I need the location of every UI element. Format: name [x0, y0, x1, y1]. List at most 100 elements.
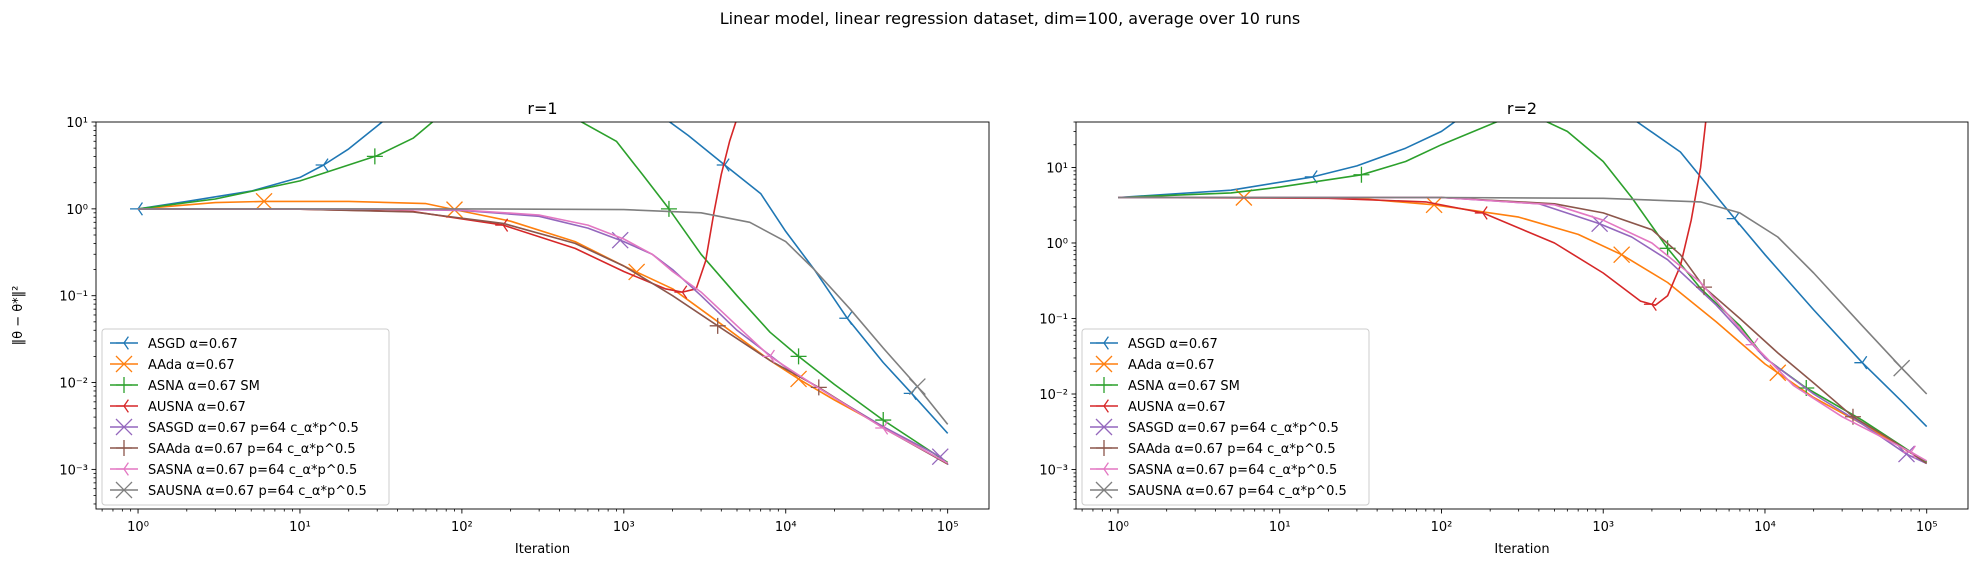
y-tick-label: 10⁻²: [1039, 388, 1068, 403]
y-tick-label: 10¹: [1046, 161, 1068, 176]
legend-marker-saada: [116, 440, 132, 456]
legend-box: [101, 328, 390, 506]
legend-label-sasgd: SASGD α=0.67 p=64 c_α*p^0.5: [1128, 421, 1339, 436]
x-tick-label: 10⁰: [1107, 520, 1129, 535]
x-tick-label: 10⁵: [937, 520, 959, 535]
series-marker-asgd: [1854, 355, 1868, 370]
legend-label-asna: ASNA α=0.67 SM: [148, 379, 260, 394]
series-marker-sausna: [908, 378, 926, 395]
y-tick-label: 10⁰: [66, 203, 88, 218]
legend-marker-sasna: [1096, 462, 1109, 476]
legend-marker-ausna: [1096, 399, 1109, 413]
legend: ASGD α=0.67 AAda α=0.67 ASNA α=0.67 SM AUSN…: [1081, 328, 1370, 506]
legend-label-ausna: AUSNA α=0.67: [148, 400, 246, 415]
legend-marker-ausna: [116, 399, 129, 413]
series-group: [1117, 122, 1928, 465]
legend-marker-saada: [1096, 440, 1112, 456]
x-tick-label: 10²: [451, 520, 473, 535]
series-marker-sasna: [762, 349, 775, 364]
legend-marker-aada: [1095, 355, 1113, 373]
series-line-sasna: [1118, 196, 1928, 462]
x-tick-label: 10¹: [289, 520, 311, 535]
plot-frame: [1075, 121, 1969, 510]
x-tick-label: 10⁰: [127, 520, 149, 535]
series-marker-asgd: [1726, 211, 1740, 226]
series-marker-ausna: [674, 285, 688, 299]
legend-marker-asna: [116, 377, 132, 393]
series-line-asna: [137, 122, 949, 464]
legend-marker-sasgd: [115, 418, 133, 436]
series-marker-aada: [1425, 196, 1443, 214]
x-tick-label: 10³: [1592, 520, 1614, 535]
x-tick-label: 10²: [1431, 520, 1453, 535]
legend-label-asgd: ASGD α=0.67: [148, 337, 238, 352]
legend-label-sasna: SASNA α=0.67 p=64 c_α*p^0.5: [1128, 463, 1337, 478]
x-tick-label: 10⁵: [1916, 520, 1938, 535]
series-line-ausna: [1117, 122, 1707, 306]
series-marker-asna: [660, 200, 677, 217]
series-marker-asna: [1353, 166, 1370, 183]
legend-box: [1081, 328, 1370, 506]
y-tick-label: 10⁻³: [1039, 464, 1068, 479]
y-tick-label: 10⁻¹: [1039, 312, 1068, 327]
x-tick-label: 10¹: [1269, 520, 1291, 535]
series-marker-sasgd: [1591, 215, 1609, 233]
legend-label-saada: SAAda α=0.67 p=64 c_α*p^0.5: [148, 442, 356, 457]
series-marker-asgd: [839, 311, 853, 326]
legend-label-ausna: AUSNA α=0.67: [1128, 400, 1226, 415]
series-line-aada: [137, 200, 949, 465]
x-axis-label: Iteration: [1494, 542, 1549, 557]
legend-marker-asgd: [116, 336, 129, 350]
figure-title: Linear model, linear regression dataset,…: [720, 9, 1301, 28]
x-axis-label: Iteration: [515, 542, 570, 557]
y-tick-label: 10⁻³: [59, 463, 88, 478]
legend-marker-sasgd: [1095, 418, 1113, 436]
series-marker-aada: [1769, 364, 1787, 382]
series-marker-asna: [875, 412, 892, 429]
legend-label-aada: AAda α=0.67: [148, 358, 235, 373]
legend-marker-asgd: [1096, 336, 1109, 350]
series-marker-aada: [255, 192, 273, 210]
series-marker-asgd: [130, 202, 143, 216]
legend: ASGD α=0.67 AAda α=0.67 ASNA α=0.67 SM AUSN…: [101, 328, 390, 506]
legend-label-asna: ASNA α=0.67 SM: [1128, 379, 1240, 394]
series-marker-aada: [1613, 246, 1631, 264]
legend-label-sausna: SAUSNA α=0.67 p=64 c_α*p^0.5: [148, 484, 367, 499]
legend-marker-sasna: [116, 462, 129, 476]
legend-label-aada: AAda α=0.67: [1128, 358, 1215, 373]
series-marker-sausna: [1893, 359, 1911, 377]
x-tick-label: 10⁴: [1754, 520, 1776, 535]
panel-r2: 10⁰ 10¹ 10² 10³ 10⁴ 10⁵ 10⁻³ 10⁻² 10⁻¹ 10⁰ 10¹ r=2 I…: [1039, 99, 1969, 557]
legend-label-saada: SAAda α=0.67 p=64 c_α*p^0.5: [1128, 442, 1336, 457]
x-tick-label: 10⁴: [775, 520, 797, 535]
y-tick-label: 10⁻¹: [59, 290, 88, 305]
plot-frame: [95, 121, 990, 510]
series-marker-saada: [709, 317, 726, 334]
panel-title: r=2: [1507, 99, 1537, 118]
y-tick-label: 10⁰: [1046, 237, 1068, 252]
series-line-sasna: [137, 208, 949, 464]
series-marker-sasna: [875, 421, 889, 435]
series-marker-sasna: [1903, 445, 1916, 459]
legend-marker-asna: [1096, 377, 1112, 393]
series-marker-asna: [366, 148, 383, 165]
series-line-sausna: [138, 208, 949, 425]
y-tick-label: 10¹: [66, 116, 88, 131]
series-marker-asgd: [315, 158, 329, 172]
series-marker-ausna: [1474, 206, 1488, 220]
y-tick-label: 10⁻²: [59, 377, 88, 392]
legend-marker-sausna: [1095, 481, 1113, 499]
legend-marker-aada: [115, 355, 133, 373]
y-axis-label: ‖θ − θ*‖²: [11, 286, 26, 346]
x-tick-label: 10³: [613, 520, 635, 535]
series-marker-sasgd: [1898, 445, 1915, 463]
legend-label-sasgd: SASGD α=0.67 p=64 c_α*p^0.5: [148, 421, 359, 436]
panel-title: r=1: [527, 99, 557, 118]
series-line-asgd: [1117, 122, 1928, 428]
legend-label-sasna: SASNA α=0.67 p=64 c_α*p^0.5: [148, 463, 357, 478]
panel-r1: 10⁰ 10¹ 10² 10³ 10⁴ 10⁵ 10⁻³ 10⁻² 10⁻¹ 10⁰ 10¹ r=1 I…: [11, 99, 990, 557]
legend-marker-sausna: [115, 481, 133, 499]
legend-label-sausna: SAUSNA α=0.67 p=64 c_α*p^0.5: [1128, 484, 1347, 499]
series-marker-asna: [790, 348, 807, 365]
